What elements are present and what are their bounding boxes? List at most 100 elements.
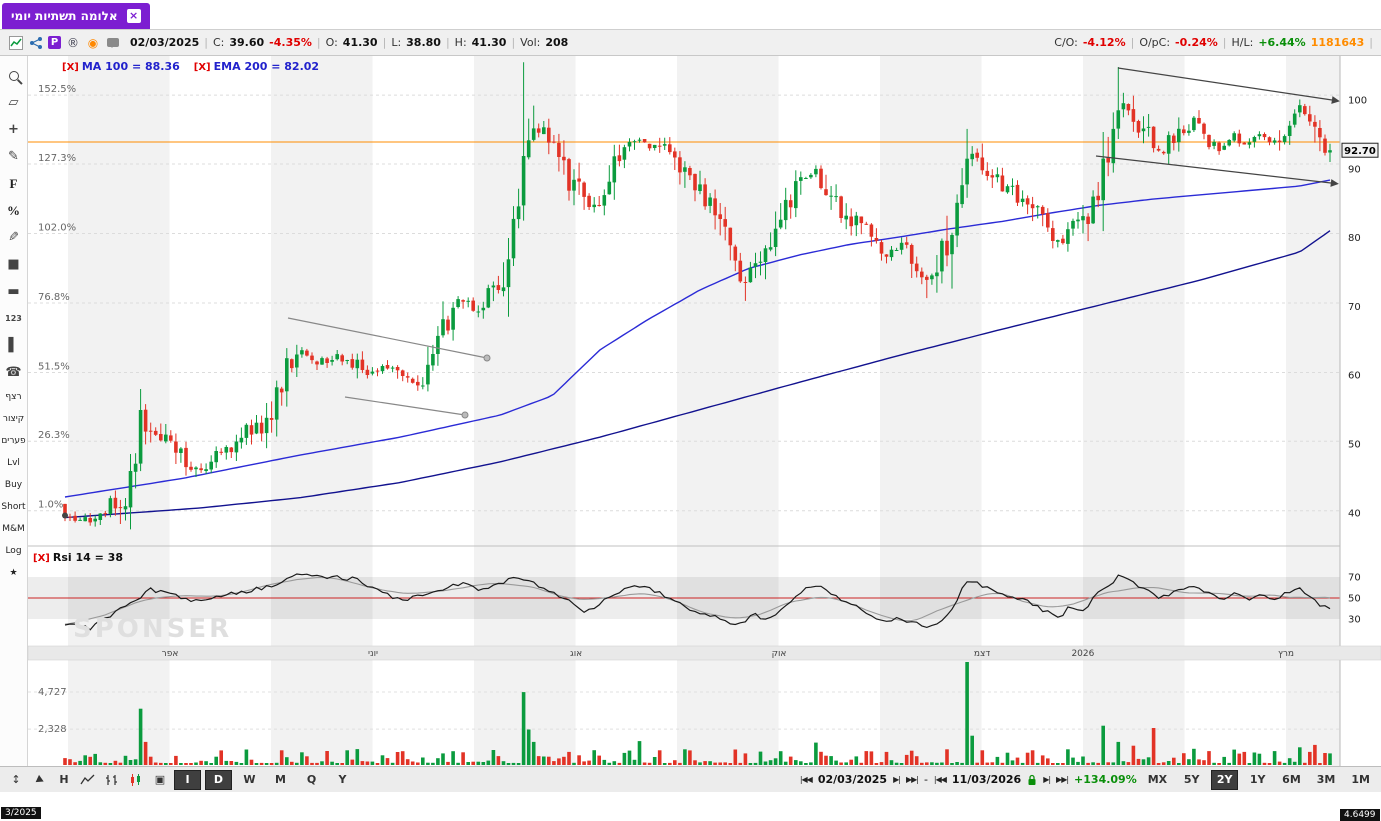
open-label: O:	[325, 36, 338, 49]
cursor-icon[interactable]	[30, 770, 50, 790]
date-navigation: |◀◀ 02/03/2025 ▶| ▶▶| - |◀◀ 11/03/2026 ▶…	[799, 769, 1375, 790]
fibonacci-tool-icon[interactable]: F	[9, 175, 18, 191]
ohlc-bars-icon[interactable]	[102, 770, 122, 790]
header-icons: P ® ◉	[8, 35, 121, 51]
interval-yearly-button[interactable]: Y	[338, 773, 347, 786]
target-icon[interactable]: ◉	[87, 35, 99, 50]
search-icon[interactable]	[0, 62, 27, 89]
range-2y-button[interactable]: 2Y	[1211, 769, 1239, 790]
sponser-watermark: SPONSER	[73, 614, 233, 644]
rewind-to-start-button[interactable]: |◀◀	[799, 775, 813, 784]
percent-tool-icon[interactable]: %	[7, 202, 20, 218]
ema200-legend-label: EMA 200 = 82.02	[213, 60, 320, 73]
move-icon[interactable]: +	[8, 122, 19, 137]
first-bar-date-tag: 3/2025	[1, 807, 41, 819]
svg-text:2026: 2026	[1071, 649, 1094, 659]
registered-icon[interactable]: ®	[67, 35, 79, 50]
svg-text:30: 30	[1348, 615, 1361, 626]
sidebar-item-level[interactable]: Lvl	[7, 458, 20, 468]
bar-marker-icon[interactable]: ▌	[8, 338, 19, 353]
separator: |	[316, 36, 321, 49]
svg-text:100: 100	[1348, 96, 1367, 107]
fast-forward-button[interactable]: ▶▶|	[905, 775, 919, 784]
range-end-date[interactable]: 11/03/2026	[951, 773, 1022, 786]
range-start-date[interactable]: 02/03/2025	[817, 773, 888, 786]
svg-text:50: 50	[1348, 440, 1361, 451]
svg-text:אוג: אוג	[570, 649, 582, 659]
rectangle-tool-icon[interactable]: ■	[7, 257, 20, 272]
sidebar-item-short[interactable]: Short	[1, 502, 26, 512]
sidebar-item-gaps[interactable]: פערים	[1, 436, 26, 446]
rewind-to-start-button-end[interactable]: |◀◀	[933, 775, 947, 784]
svg-text:127.3%: 127.3%	[38, 153, 76, 164]
range-1m-button[interactable]: 1M	[1351, 773, 1370, 786]
sidebar-item-mm[interactable]: M&M	[2, 524, 25, 534]
horizontal-tool-icon[interactable]: H	[59, 773, 69, 786]
last-value-tag: 4.6499	[1340, 809, 1380, 821]
range-6m-button[interactable]: 6M	[1282, 773, 1301, 786]
separator: |	[382, 36, 387, 49]
ma100-legend-label: MA 100 = 88.36	[81, 60, 180, 73]
interval-quarterly-button[interactable]: Q	[306, 773, 317, 786]
phone-icon[interactable]: ☎	[5, 365, 22, 380]
save-icon[interactable]: ▣	[154, 773, 166, 786]
interval-intraday-button[interactable]: I	[174, 769, 201, 790]
range-1y-button[interactable]: 1Y	[1249, 773, 1266, 786]
ema200-remove-button[interactable]: [X]	[193, 62, 211, 73]
bottom-toolbar: ↕ H ▣ I D W M Q Y |◀◀ 02/03/2025 ▶| ▶▶| …	[0, 766, 1381, 792]
comment-icon[interactable]	[105, 35, 121, 51]
horizontal-line-tool-icon[interactable]: ▬	[7, 284, 20, 299]
favorites-star-icon[interactable]: ★	[9, 568, 18, 578]
step-forward-button-end[interactable]: ▶|	[1043, 775, 1051, 784]
opc-value: -0.24%	[1175, 36, 1218, 49]
svg-text:26.3%: 26.3%	[38, 430, 70, 441]
interval-daily-button[interactable]: D	[205, 769, 232, 790]
line-chart-icon[interactable]	[78, 770, 98, 790]
rsi-remove-button[interactable]: [X]	[33, 553, 50, 564]
separator: |	[204, 36, 208, 49]
price-scale-icon[interactable]: ↕	[11, 773, 21, 786]
sidebar-item-buy[interactable]: Buy	[4, 480, 23, 490]
pencil-icon[interactable]: ✎	[8, 149, 19, 164]
share-icon[interactable]	[28, 35, 44, 51]
chart-tab[interactable]: אלומה תשתיות יומי ×	[2, 3, 150, 29]
sidebar-item-log[interactable]: Log	[5, 546, 22, 556]
svg-text:2,328: 2,328	[38, 724, 67, 735]
range-change-percent: +134.09%	[1074, 773, 1137, 786]
sidebar-item-shortcut[interactable]: קיצור	[2, 414, 25, 424]
ma100-remove-button[interactable]: [X]	[62, 62, 79, 73]
eraser-icon[interactable]: ▱	[8, 95, 19, 110]
p-badge-icon[interactable]: P	[48, 36, 61, 49]
svg-text:אוק: אוק	[772, 649, 787, 659]
annotate-icon[interactable]: ✎	[8, 230, 19, 245]
lock-icon[interactable]	[1027, 774, 1037, 786]
drawing-toolbar: ▱ + ✎ F % ✎ ■ ▬ 123 ▌ ☎ רצף קיצור פערים …	[0, 56, 28, 766]
svg-text:152.5%: 152.5%	[38, 84, 76, 95]
separator: |	[1222, 36, 1227, 49]
tab-close-icon[interactable]: ×	[126, 9, 141, 23]
range-dash: -	[923, 773, 928, 786]
interval-weekly-button[interactable]: W	[243, 773, 256, 786]
close-change: -4.35%	[269, 36, 312, 49]
total-volume-value: 1181643	[1310, 36, 1365, 49]
fast-forward-button-end[interactable]: ▶▶|	[1056, 775, 1069, 784]
svg-text:50: 50	[1348, 594, 1361, 605]
chart-canvas[interactable]: 152.5% 127.3% 102.0% 76.8% 51.5% 26.3% 1.0% 4,7…	[28, 56, 1381, 766]
co-label: C/O:	[1054, 36, 1078, 49]
step-forward-button[interactable]: ▶|	[893, 775, 901, 784]
range-3m-button[interactable]: 3M	[1316, 773, 1336, 786]
sidebar-item-sequence[interactable]: רצף	[5, 392, 22, 402]
quote-date: 02/03/2025	[130, 36, 200, 49]
svg-text:70: 70	[1348, 302, 1361, 313]
close-label: C:	[212, 36, 225, 49]
candlestick-icon[interactable]	[126, 770, 146, 790]
interval-monthly-button[interactable]: M	[275, 773, 286, 786]
svg-text:אפר: אפר	[162, 649, 179, 659]
main-area: ▱ + ✎ F % ✎ ■ ▬ 123 ▌ ☎ רצף קיצור פערים …	[0, 56, 1381, 821]
svg-text:70: 70	[1348, 573, 1361, 584]
mini-chart-icon[interactable]	[8, 35, 24, 51]
range-max-button[interactable]: MX	[1147, 773, 1168, 786]
numbers-tool-icon[interactable]: 123	[5, 314, 22, 323]
high-label: H:	[454, 36, 467, 49]
range-5y-button[interactable]: 5Y	[1183, 773, 1200, 786]
